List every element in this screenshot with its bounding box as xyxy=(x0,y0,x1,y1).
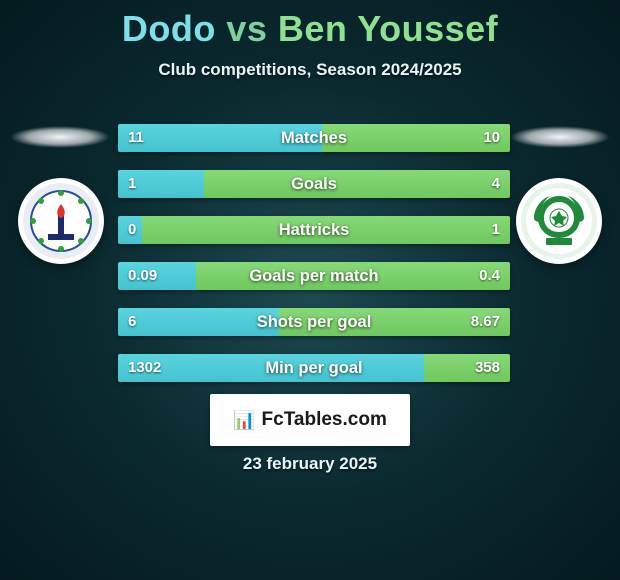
club-badge-left xyxy=(18,178,104,264)
date-label: 23 february 2025 xyxy=(0,454,620,474)
brand-text: FcTables.com xyxy=(262,409,387,431)
stat-value-right: 8.67 xyxy=(461,308,510,336)
player2-name: Ben Youssef xyxy=(278,8,498,49)
stat-row: 1110Matches xyxy=(118,124,510,152)
stat-value-left: 11 xyxy=(118,124,154,152)
stat-value-right: 4 xyxy=(482,170,510,198)
stat-value-right: 10 xyxy=(473,124,510,152)
stat-value-left: 6 xyxy=(118,308,146,336)
stat-row: 14Goals xyxy=(118,170,510,198)
stat-row: 68.67Shots per goal xyxy=(118,308,510,336)
stat-row: 01Hattricks xyxy=(118,216,510,244)
stat-bar-right xyxy=(142,216,510,244)
stat-value-left: 0.09 xyxy=(118,262,167,290)
stat-value-left: 0 xyxy=(118,216,146,244)
chart-icon: 📊 xyxy=(233,410,255,431)
club-left-icon xyxy=(18,178,104,264)
brand-badge[interactable]: 📊 FcTables.com xyxy=(210,394,410,446)
stat-value-right: 358 xyxy=(465,354,510,382)
stat-row: 0.090.4Goals per match xyxy=(118,262,510,290)
title-vs: vs xyxy=(226,8,267,49)
subtitle: Club competitions, Season 2024/2025 xyxy=(0,60,620,80)
stat-bar-right xyxy=(204,170,510,198)
comparison-title: Dodo vs Ben Youssef xyxy=(0,0,620,50)
stat-bar-right xyxy=(196,262,510,290)
stat-value-left: 1302 xyxy=(118,354,171,382)
stat-row: 1302358Min per goal xyxy=(118,354,510,382)
club-right-icon xyxy=(516,178,602,264)
stat-value-right: 0.4 xyxy=(469,262,510,290)
player1-name: Dodo xyxy=(122,8,216,49)
stats-bars: 1110Matches14Goals01Hattricks0.090.4Goal… xyxy=(118,124,510,400)
club-spotlight-right xyxy=(510,126,610,148)
stat-value-left: 1 xyxy=(118,170,146,198)
club-spotlight-left xyxy=(10,126,110,148)
club-badge-right xyxy=(516,178,602,264)
stat-value-right: 1 xyxy=(482,216,510,244)
